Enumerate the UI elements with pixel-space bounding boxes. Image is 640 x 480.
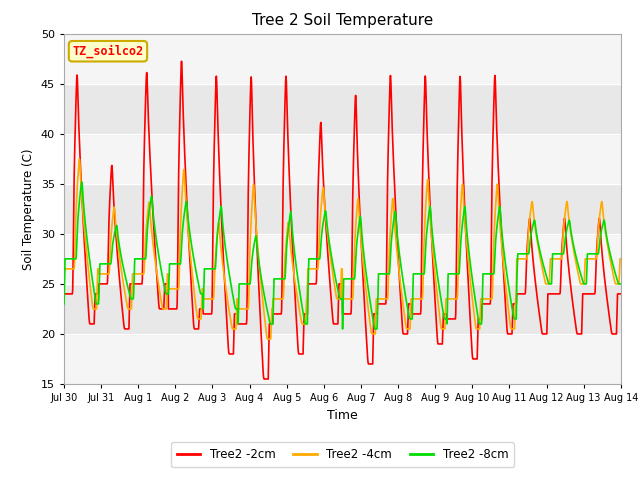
Y-axis label: Soil Temperature (C): Soil Temperature (C) xyxy=(22,148,35,270)
Bar xyxy=(64,334,621,384)
Bar xyxy=(64,184,621,234)
Text: TZ_soilco2: TZ_soilco2 xyxy=(72,45,143,58)
Bar xyxy=(64,34,621,84)
Title: Tree 2 Soil Temperature: Tree 2 Soil Temperature xyxy=(252,13,433,28)
Bar xyxy=(64,234,621,284)
X-axis label: Time: Time xyxy=(327,408,358,421)
Bar xyxy=(64,134,621,184)
Legend: Tree2 -2cm, Tree2 -4cm, Tree2 -8cm: Tree2 -2cm, Tree2 -4cm, Tree2 -8cm xyxy=(171,443,514,467)
Bar xyxy=(64,284,621,334)
Bar xyxy=(64,84,621,134)
